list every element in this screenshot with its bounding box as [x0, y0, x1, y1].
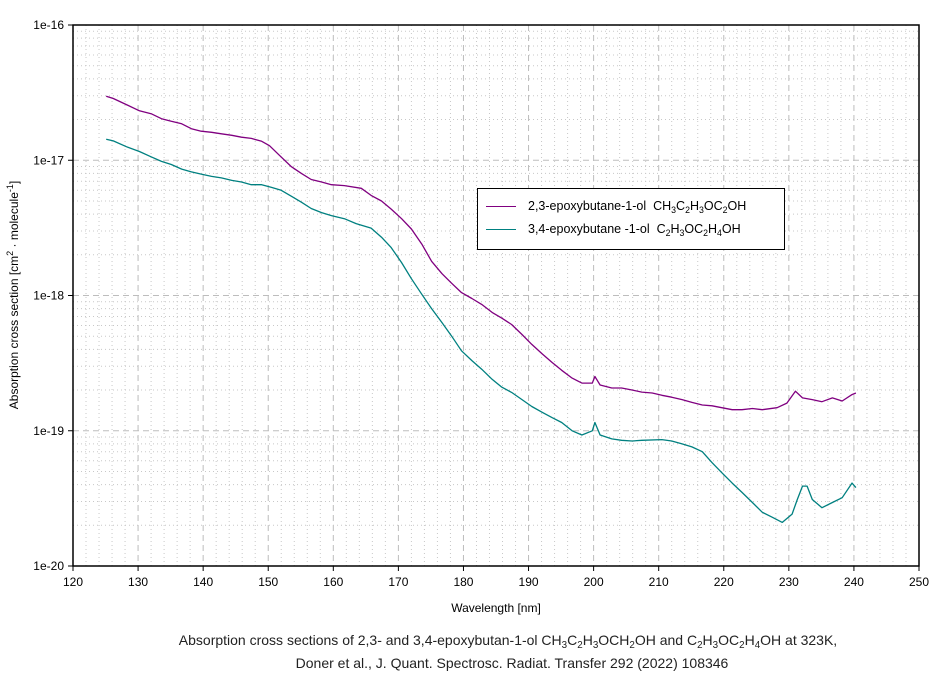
x-tick-label: 250 [909, 575, 929, 589]
caption-text: OCH [598, 632, 630, 648]
caption-subscript: 3 [712, 640, 719, 651]
caption-text: H [582, 632, 593, 648]
caption-subscript: 2 [577, 640, 583, 651]
x-tick-label: 180 [453, 575, 473, 589]
x-tick-label: 240 [844, 575, 864, 589]
x-tick-label: 230 [779, 575, 799, 589]
y-tick-label: 1e-20 [33, 559, 64, 573]
caption-text: OH and C [634, 632, 698, 648]
y-tick-label: 1e-18 [33, 289, 64, 303]
ylabel-sup: 2 [5, 251, 15, 256]
grid [73, 25, 919, 566]
x-tick-label: 140 [193, 575, 213, 589]
caption-line-2: Doner et al., J. Quant. Spectrosc. Radia… [295, 655, 729, 671]
y-axis-label: Absorption cross section [cm2 · molecule… [5, 181, 21, 409]
legend-swatch [486, 205, 516, 207]
legend-item: 3,4-epoxybutane -1-ol C2H3OC2H4OH [486, 220, 741, 238]
caption-subscript: 2 [697, 640, 703, 651]
caption-subscript: 2 [629, 640, 635, 651]
x-tick-label: 170 [388, 575, 408, 589]
x-ticks: 120 130 140 150 160 170 180 190 200 210 220 230 240 2… [63, 566, 929, 589]
y-tick-label: 1e-19 [33, 424, 64, 438]
caption-line-1: Absorption cross sections of 2,3- and 3,… [0, 632, 944, 651]
caption-text: H [744, 632, 755, 648]
x-tick-label: 190 [519, 575, 539, 589]
caption-text: C [567, 632, 578, 648]
legend-swatch [486, 228, 516, 230]
y-ticks: 1e-16 1e-17 1e-18 1e-19 1e-20 [33, 18, 73, 573]
caption-subscript: 3 [592, 640, 599, 651]
caption-subscript: 2 [739, 640, 745, 651]
caption-subscript: 3 [561, 640, 568, 651]
caption-text: H [702, 632, 713, 648]
x-tick-label: 150 [258, 575, 278, 589]
series-line-2 [106, 138, 857, 524]
x-tick-label: 220 [714, 575, 734, 589]
y-tick-label: 1e-16 [33, 18, 64, 32]
caption-text: OC [718, 632, 740, 648]
caption-subscript: 4 [754, 640, 761, 651]
ylabel-sup: -1 [5, 184, 15, 192]
legend-item: 2,3-epoxybutane-1-ol CH3C2H3OC2OH [486, 197, 746, 215]
legend-label: 2,3-epoxybutane-1-ol CH3C2H3OC2OH [528, 199, 747, 215]
x-tick-label: 130 [128, 575, 148, 589]
x-axis-label: Wavelength [nm] [451, 601, 541, 615]
ylabel-part: Absorption cross section [cm [7, 256, 21, 409]
y-tick-label: 1e-17 [33, 153, 64, 167]
x-tick-label: 160 [323, 575, 343, 589]
ylabel-part: · molecule [7, 192, 21, 251]
caption-text: Absorption cross sections of 2,3- and 3,… [178, 632, 562, 648]
legend: 2,3-epoxybutane-1-ol CH3C2H3OC2OH 3,4-ep… [477, 188, 785, 250]
x-tick-label: 120 [63, 575, 83, 589]
caption-text: OH at 323K, [760, 632, 838, 648]
series-lines [106, 95, 857, 524]
x-tick-label: 200 [584, 575, 604, 589]
ylabel-part: ] [7, 181, 21, 184]
series-line-1 [106, 95, 857, 411]
legend-label: 3,4-epoxybutane -1-ol C2H3OC2H4OH [528, 222, 741, 238]
x-tick-label: 210 [649, 575, 669, 589]
